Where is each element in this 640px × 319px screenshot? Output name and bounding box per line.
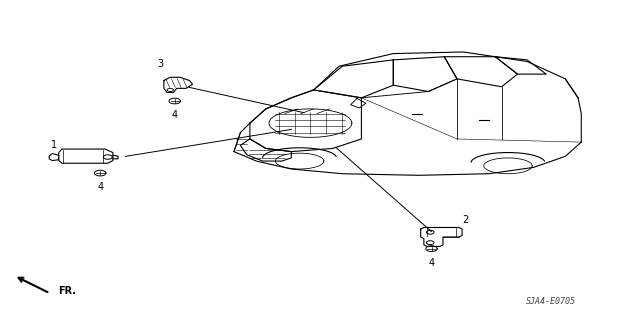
Text: 2: 2: [462, 215, 468, 225]
Text: 4: 4: [172, 110, 178, 120]
Text: 1: 1: [51, 140, 57, 150]
Text: 4: 4: [428, 258, 435, 268]
Text: SJA4-E0705: SJA4-E0705: [525, 297, 575, 306]
Text: 4: 4: [97, 182, 103, 192]
Text: FR.: FR.: [58, 286, 76, 296]
Text: 3: 3: [157, 59, 164, 69]
